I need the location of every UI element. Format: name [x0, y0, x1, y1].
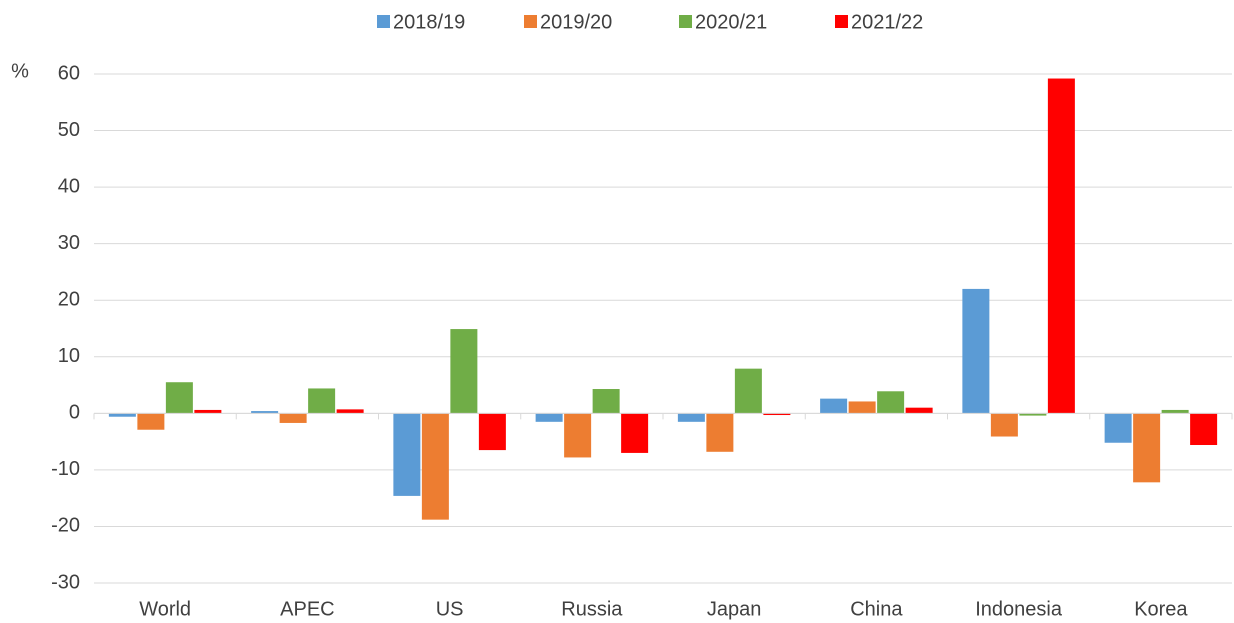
y-tick-label: 30	[58, 232, 80, 254]
legend-label: 2021/22	[851, 11, 923, 33]
y-tick-label: -10	[51, 458, 80, 480]
bar	[421, 413, 449, 520]
legend-swatch	[679, 15, 692, 28]
y-tick-label: 0	[69, 402, 80, 424]
bar	[194, 409, 222, 414]
bar	[706, 413, 734, 452]
bar	[336, 409, 364, 414]
bar	[450, 329, 478, 414]
bar	[962, 288, 990, 414]
y-tick-label: 10	[58, 345, 80, 367]
x-tick-label: Russia	[561, 598, 623, 620]
x-tick-label: Indonesia	[975, 598, 1063, 620]
bar	[1190, 413, 1218, 446]
legend-label: 2018/19	[393, 11, 465, 33]
legend-label: 2020/21	[695, 11, 767, 33]
y-tick-label: -30	[51, 571, 80, 593]
bar	[592, 389, 620, 414]
bar	[877, 391, 905, 414]
x-tick-label: World	[139, 598, 191, 620]
bar	[165, 382, 193, 414]
y-tick-label: 60	[58, 62, 80, 84]
y-tick-label: 20	[58, 289, 80, 311]
y-tick-label: -20	[51, 515, 80, 537]
bar	[734, 368, 762, 414]
y-tick-label: 40	[58, 175, 80, 197]
legend-swatch	[377, 15, 390, 28]
bar	[564, 413, 592, 458]
bar	[251, 411, 279, 414]
bar	[1104, 413, 1132, 443]
bar	[763, 413, 791, 416]
bar	[990, 413, 1018, 437]
bar	[848, 401, 876, 414]
bar	[1019, 413, 1047, 416]
legend-label: 2019/20	[540, 11, 612, 33]
x-tick-label: US	[436, 598, 464, 620]
bar	[677, 413, 705, 422]
bar	[621, 413, 649, 453]
bar	[308, 388, 336, 414]
bar	[1133, 413, 1161, 483]
bar	[137, 413, 165, 430]
bar	[820, 398, 848, 414]
bar	[393, 413, 421, 496]
x-tick-label: APEC	[280, 598, 334, 620]
x-tick-label: Korea	[1134, 598, 1188, 620]
bar	[279, 413, 307, 423]
bar	[108, 413, 136, 417]
x-tick-label: Japan	[707, 598, 762, 620]
legend-swatch	[835, 15, 848, 28]
legend-swatch	[524, 15, 537, 28]
bar	[535, 413, 563, 422]
y-axis-label: %	[11, 60, 29, 82]
y-tick-label: 50	[58, 119, 80, 141]
bar	[1047, 78, 1075, 414]
x-tick-label: China	[850, 598, 903, 620]
bar	[1161, 409, 1189, 414]
bar	[905, 407, 933, 414]
bar	[478, 413, 506, 451]
